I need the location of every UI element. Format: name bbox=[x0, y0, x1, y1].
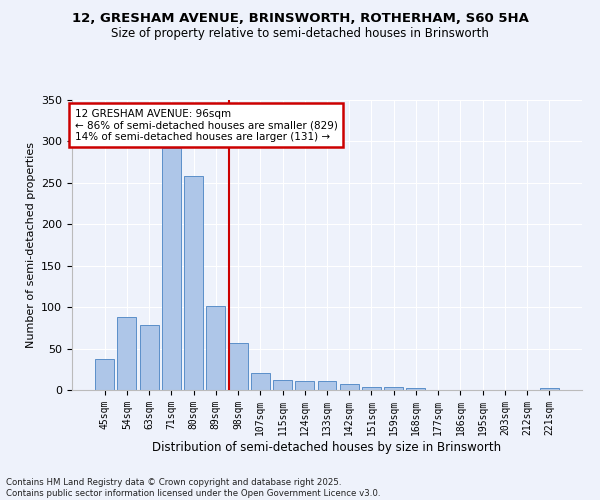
Bar bbox=[540, 388, 559, 390]
Bar bbox=[251, 372, 270, 390]
Text: Contains HM Land Registry data © Crown copyright and database right 2025.
Contai: Contains HM Land Registry data © Crown c… bbox=[6, 478, 380, 498]
Bar bbox=[140, 326, 158, 390]
Bar bbox=[206, 306, 225, 390]
Bar bbox=[118, 317, 136, 390]
Bar bbox=[384, 386, 403, 390]
Bar bbox=[362, 386, 381, 390]
Text: 12 GRESHAM AVENUE: 96sqm
← 86% of semi-detached houses are smaller (829)
14% of : 12 GRESHAM AVENUE: 96sqm ← 86% of semi-d… bbox=[74, 108, 337, 142]
X-axis label: Distribution of semi-detached houses by size in Brinsworth: Distribution of semi-detached houses by … bbox=[152, 440, 502, 454]
Bar bbox=[162, 148, 181, 390]
Bar bbox=[340, 384, 359, 390]
Bar bbox=[295, 381, 314, 390]
Bar bbox=[317, 381, 337, 390]
Y-axis label: Number of semi-detached properties: Number of semi-detached properties bbox=[26, 142, 35, 348]
Bar bbox=[229, 343, 248, 390]
Bar bbox=[95, 358, 114, 390]
Bar bbox=[406, 388, 425, 390]
Bar bbox=[184, 176, 203, 390]
Text: Size of property relative to semi-detached houses in Brinsworth: Size of property relative to semi-detach… bbox=[111, 28, 489, 40]
Bar bbox=[273, 380, 292, 390]
Text: 12, GRESHAM AVENUE, BRINSWORTH, ROTHERHAM, S60 5HA: 12, GRESHAM AVENUE, BRINSWORTH, ROTHERHA… bbox=[71, 12, 529, 26]
